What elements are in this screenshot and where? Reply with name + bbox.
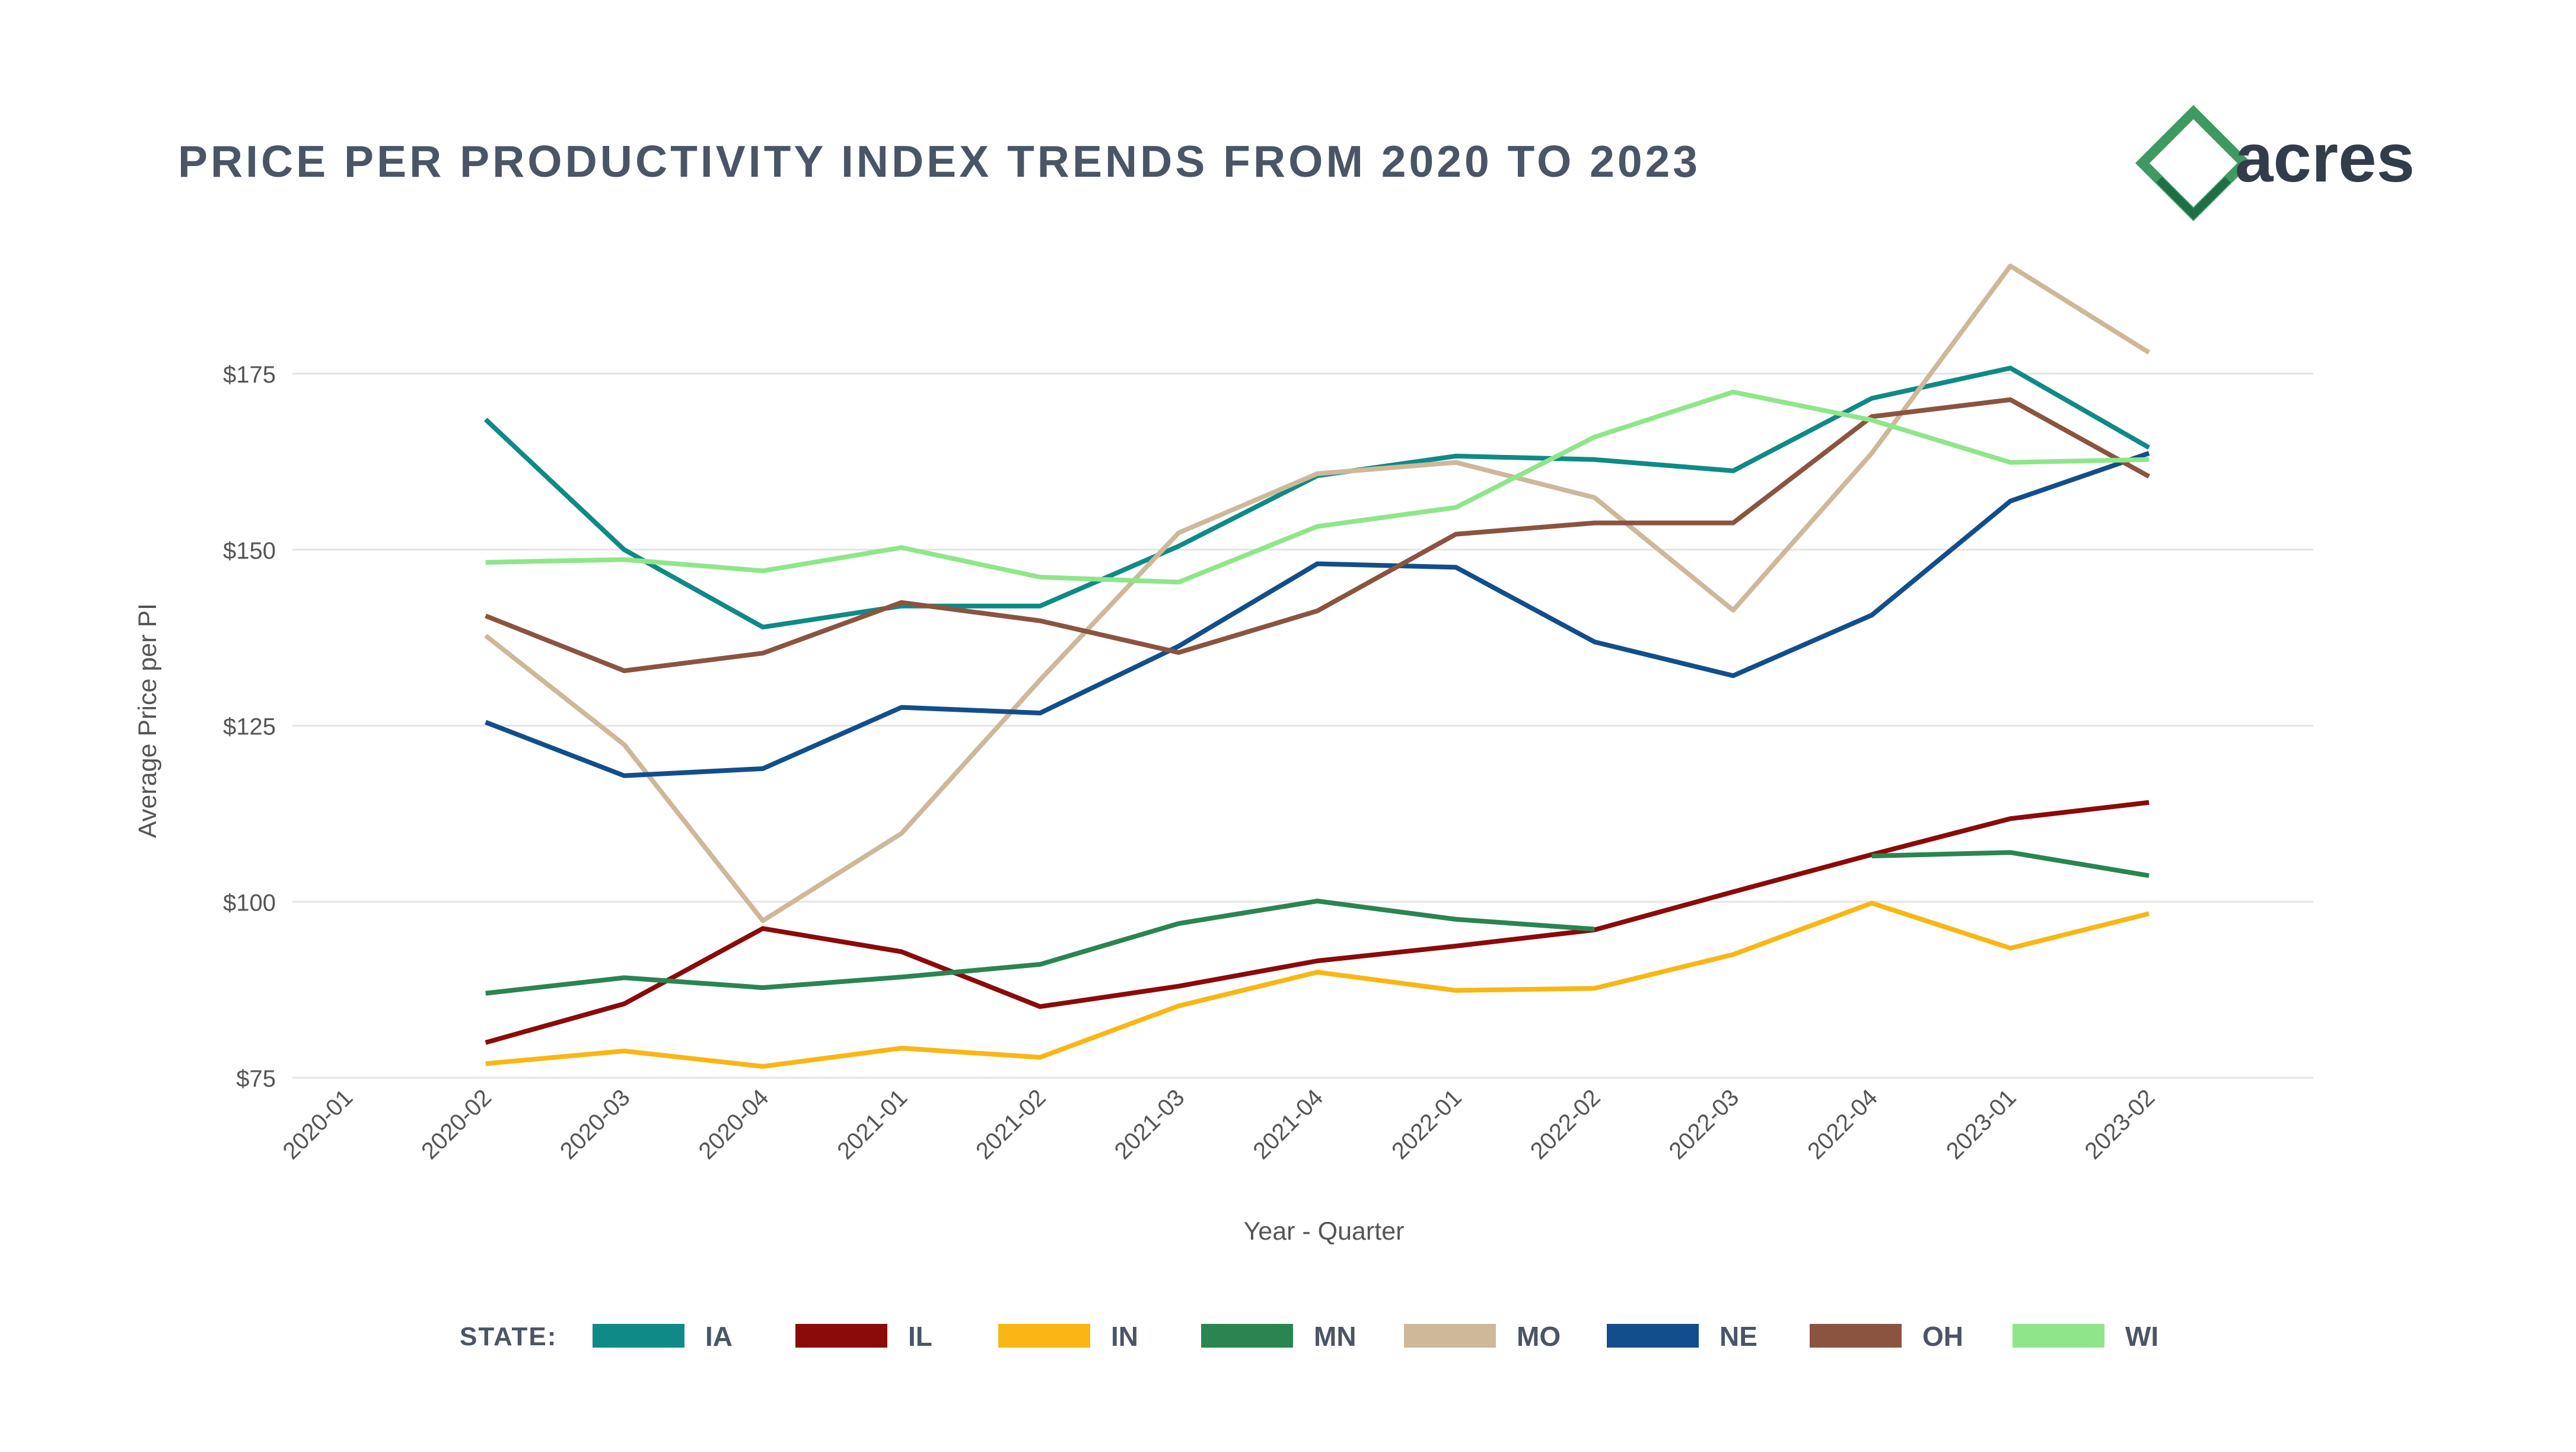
x-tick-label: 2022-02 [1526, 1084, 1606, 1164]
series-line-mn [1871, 850, 2150, 878]
series-line-wi [485, 389, 2150, 585]
x-tick-label: 2020-02 [416, 1084, 496, 1164]
series-line-mn [485, 899, 1595, 996]
x-axis-label: Year - Quarter [1244, 1217, 1405, 1246]
legend-item-oh: OH [1922, 1321, 1963, 1352]
legend-item-in: IN [1111, 1321, 1138, 1352]
x-tick-label: 2023-02 [2080, 1084, 2160, 1164]
legend-swatch-wi [2013, 1324, 2104, 1348]
x-tick-label: 2021-03 [1110, 1084, 1190, 1164]
x-tick-label: 2021-02 [971, 1084, 1051, 1164]
legend-swatch-in [998, 1324, 1090, 1348]
y-tick-label: $125 [223, 714, 276, 740]
x-tick-label: 2022-03 [1664, 1084, 1744, 1164]
series-line-oh [485, 397, 2151, 673]
legend-swatch-mn [1201, 1324, 1293, 1348]
gridlines [292, 372, 2313, 1079]
x-tick-label: 2021-01 [832, 1084, 912, 1164]
legend: STATE: IA IL IN MN MO NE OH WI [460, 1321, 2158, 1352]
series-line-il [485, 800, 2150, 1045]
y-tick-label: $150 [223, 538, 276, 564]
legend-item-ne: NE [1720, 1321, 1757, 1352]
y-axis-label: Average Price per PI [133, 603, 162, 838]
y-axis-ticks: $75 $100 $125 $150 $175 [223, 362, 276, 1092]
x-tick-label: 2021-04 [1248, 1084, 1328, 1164]
legend-label: STATE: [460, 1322, 557, 1351]
x-tick-label: 2020-01 [278, 1084, 358, 1164]
x-tick-label: 2022-01 [1387, 1084, 1467, 1164]
x-tick-label: 2023-01 [1941, 1084, 2021, 1164]
x-tick-label: 2020-03 [555, 1084, 635, 1164]
y-tick-label: $75 [236, 1066, 276, 1092]
x-tick-label: 2022-04 [1803, 1084, 1883, 1164]
data-series [483, 263, 2151, 1069]
legend-item-mn: MN [1314, 1321, 1357, 1352]
series-line-ne [485, 451, 2150, 778]
legend-swatch-mo [1404, 1324, 1496, 1348]
legend-item-mo: MO [1517, 1321, 1561, 1352]
series-line-mo [484, 263, 2151, 924]
legend-swatch-oh [1810, 1324, 1902, 1348]
y-tick-label: $100 [223, 890, 276, 916]
legend-item-ia: IA [705, 1321, 733, 1352]
chart-title: PRICE PER PRODUCTIVITY INDEX TRENDS FROM… [178, 136, 1701, 186]
acres-logo: acres [2135, 104, 2415, 222]
legend-swatch-ia [593, 1324, 684, 1348]
logo-text: acres [2235, 119, 2415, 196]
y-tick-label: $175 [223, 362, 276, 388]
series-line-ia [483, 365, 2151, 630]
x-axis-ticks: 2020-01 2020-02 2020-03 2020-04 2021-01 2021-… [278, 1084, 2160, 1164]
legend-item-wi: WI [2125, 1321, 2158, 1352]
legend-item-il: IL [908, 1321, 932, 1352]
logo-mark-icon [2135, 104, 2252, 222]
x-tick-label: 2020-04 [694, 1084, 774, 1164]
legend-swatch-il [795, 1324, 887, 1348]
legend-swatch-ne [1607, 1324, 1699, 1348]
series-line-in [485, 900, 2150, 1069]
